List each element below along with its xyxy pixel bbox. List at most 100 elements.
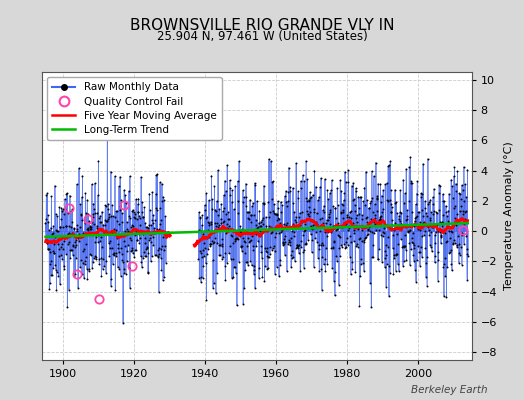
Point xyxy=(242,180,250,187)
Point xyxy=(312,210,321,216)
Point xyxy=(412,278,420,285)
Point xyxy=(231,183,239,189)
Point xyxy=(379,229,388,235)
Point xyxy=(272,217,281,224)
Point xyxy=(340,197,348,204)
Point xyxy=(84,211,93,217)
Point xyxy=(399,176,408,183)
Point xyxy=(353,218,361,225)
Point xyxy=(123,219,131,225)
Point xyxy=(152,252,161,258)
Point xyxy=(441,229,449,236)
Point xyxy=(463,251,471,258)
Point xyxy=(147,231,155,238)
Point xyxy=(50,182,59,189)
Point xyxy=(54,273,63,280)
Point xyxy=(428,224,436,230)
Point xyxy=(458,230,466,236)
Point xyxy=(126,224,135,230)
Point xyxy=(96,212,104,219)
Point xyxy=(450,173,458,180)
Point xyxy=(318,240,326,246)
Point xyxy=(154,247,162,253)
Point xyxy=(117,244,125,251)
Point xyxy=(373,192,381,199)
Point xyxy=(102,218,111,224)
Point xyxy=(199,247,208,254)
Point xyxy=(354,210,363,217)
Point xyxy=(225,177,234,184)
Point xyxy=(245,238,254,244)
Point xyxy=(227,227,235,234)
Point xyxy=(440,198,448,204)
Point xyxy=(44,246,52,252)
Point xyxy=(396,221,405,227)
Point xyxy=(370,230,378,237)
Point xyxy=(421,204,429,211)
Point xyxy=(442,294,451,300)
Point xyxy=(280,221,288,228)
Point xyxy=(405,239,413,246)
Point xyxy=(69,252,77,258)
Point xyxy=(115,220,123,227)
Point xyxy=(321,176,329,182)
Point xyxy=(314,246,323,252)
Point xyxy=(196,248,204,254)
Point xyxy=(245,209,253,215)
Legend: Raw Monthly Data, Quality Control Fail, Five Year Moving Average, Long-Term Tren: Raw Monthly Data, Quality Control Fail, … xyxy=(47,77,222,140)
Point xyxy=(388,222,397,228)
Point xyxy=(238,187,247,194)
Point xyxy=(294,242,303,249)
Point xyxy=(324,196,332,202)
Point xyxy=(229,256,237,262)
Point xyxy=(374,180,383,187)
Point xyxy=(318,286,326,293)
Point xyxy=(116,206,124,213)
Point xyxy=(413,212,422,219)
Point xyxy=(121,228,129,234)
Point xyxy=(253,225,261,231)
Point xyxy=(284,241,292,248)
Point xyxy=(301,221,309,227)
Point xyxy=(443,212,451,219)
Point xyxy=(216,216,225,222)
Point xyxy=(67,246,75,253)
Point xyxy=(85,224,94,230)
Point xyxy=(73,234,82,241)
Point xyxy=(404,223,412,229)
Point xyxy=(137,258,146,265)
Point xyxy=(279,239,288,246)
Point xyxy=(225,216,233,222)
Point xyxy=(108,230,116,236)
Point xyxy=(156,246,165,252)
Point xyxy=(401,190,409,196)
Point xyxy=(242,194,250,200)
Point xyxy=(361,235,369,241)
Point xyxy=(363,219,372,225)
Point xyxy=(56,281,64,288)
Point xyxy=(263,244,271,251)
Point xyxy=(205,197,213,204)
Point xyxy=(420,220,429,226)
Point xyxy=(363,214,371,220)
Point xyxy=(402,216,411,222)
Point xyxy=(390,252,398,258)
Point xyxy=(374,256,383,262)
Point xyxy=(132,196,140,202)
Point xyxy=(210,239,218,245)
Point xyxy=(337,200,346,207)
Point xyxy=(104,201,112,207)
Point xyxy=(88,181,96,188)
Point xyxy=(70,224,78,231)
Point xyxy=(304,236,312,243)
Point xyxy=(268,179,277,186)
Point xyxy=(156,204,165,211)
Point xyxy=(389,227,398,234)
Point xyxy=(91,239,100,245)
Point xyxy=(161,259,170,266)
Point xyxy=(94,158,103,164)
Point xyxy=(447,267,456,274)
Point xyxy=(297,185,305,191)
Point xyxy=(452,180,460,187)
Point xyxy=(328,227,336,234)
